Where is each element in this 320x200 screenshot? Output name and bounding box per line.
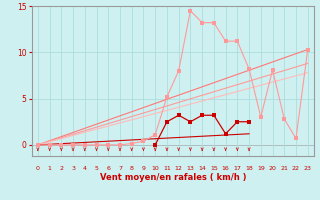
X-axis label: Vent moyen/en rafales ( km/h ): Vent moyen/en rafales ( km/h ) <box>100 174 246 183</box>
